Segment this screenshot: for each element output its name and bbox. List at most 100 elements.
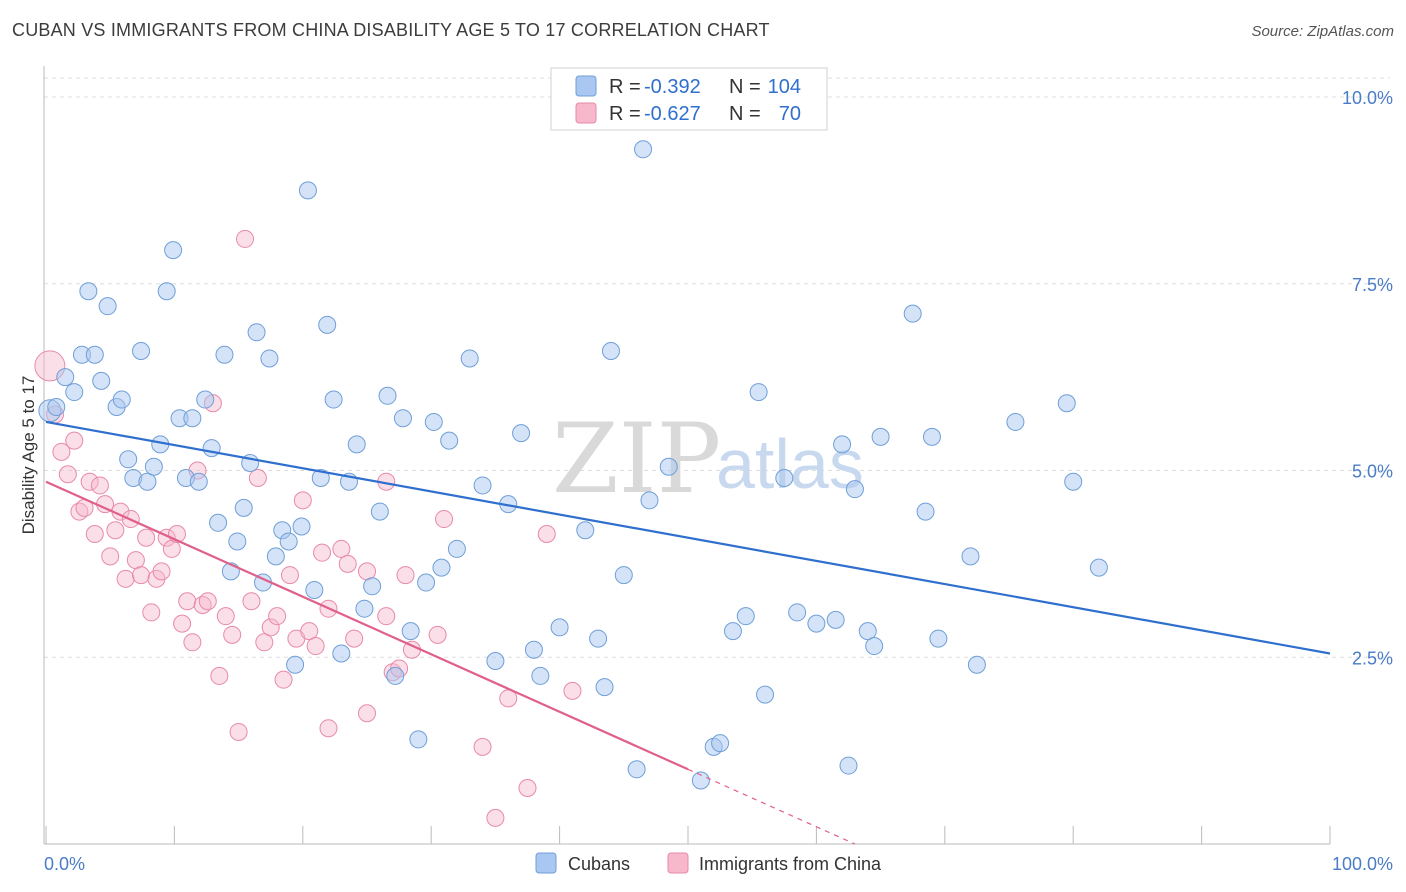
cubans-point [164, 241, 183, 260]
china-point [486, 808, 505, 827]
cubans-point [292, 517, 311, 536]
cubans-point [627, 760, 646, 779]
cubans-point [189, 472, 208, 491]
source-credit: Source: ZipAtlas.com [1251, 23, 1394, 40]
cubans-point [659, 457, 678, 476]
china-point [137, 528, 156, 547]
cubans-point [305, 581, 324, 600]
cubans-points [38, 140, 1108, 790]
cubans-point [929, 629, 948, 648]
cubans-point [634, 140, 653, 159]
china-point [90, 476, 109, 495]
cubans-point [1057, 394, 1076, 413]
cubans-point [589, 629, 608, 648]
cubans-point [157, 282, 176, 301]
bottom-legend-swatch-cubans [535, 852, 557, 874]
china-point [473, 737, 492, 756]
china-point [58, 465, 77, 484]
cubans-point [601, 341, 620, 360]
legend-r-label-2: R = [609, 103, 641, 125]
china-point [428, 625, 447, 644]
cubans-point [576, 521, 595, 540]
y-tick-label-2: 7.5% [1352, 275, 1393, 295]
china-point [280, 566, 299, 585]
china-point [242, 592, 261, 611]
china-point [142, 603, 161, 622]
cubans-point [417, 573, 436, 592]
china-point [101, 547, 120, 566]
legend-r-value-1: -0.392 [644, 76, 701, 98]
china-point [236, 229, 255, 248]
china-point [537, 524, 556, 543]
cubans-point [144, 457, 163, 476]
cubans-point [85, 345, 104, 364]
china-point [358, 562, 376, 581]
china-point [345, 629, 364, 648]
cubans-point [363, 577, 382, 596]
cubans-point [440, 431, 459, 450]
cubans-point [961, 547, 980, 566]
china-trend-line-extension [687, 768, 856, 845]
china-trend-line [45, 480, 689, 771]
cubans-point [401, 622, 420, 641]
cubans-point [65, 383, 84, 402]
china-point [85, 524, 104, 543]
axes [43, 66, 1331, 845]
china-point [518, 778, 537, 797]
cubans-point [473, 476, 492, 495]
legend-box [550, 67, 828, 131]
legend-swatch-cubans [575, 75, 597, 97]
bottom-legend-swatch-china [667, 852, 689, 874]
cubans-point [807, 614, 826, 633]
cubans-point [486, 651, 505, 670]
cubans-point [98, 297, 117, 316]
cubans-point [756, 685, 775, 704]
cubans-point [858, 622, 877, 641]
cubans-point [839, 756, 858, 775]
cubans-point [355, 599, 374, 618]
cubans-point [286, 655, 305, 674]
legend-n-value-2: 70 [779, 103, 801, 125]
china-point [198, 592, 217, 611]
cubans-point [370, 502, 389, 521]
china-point [216, 607, 235, 626]
cubans-trend-line [45, 420, 1331, 655]
x-tick-label-1: 100.0% [1332, 854, 1393, 874]
china-point [65, 431, 84, 450]
cubans-point [424, 412, 443, 431]
china-point [178, 592, 197, 611]
china-point [261, 618, 280, 637]
china-point [358, 704, 376, 723]
china-point [248, 468, 267, 487]
china-point [268, 607, 287, 626]
cubans-point [332, 644, 351, 663]
watermark: ZIP atlas [552, 403, 864, 515]
cubans-point [386, 666, 405, 685]
regression-lines [45, 420, 1331, 845]
y-tick-label-0: 2.5% [1352, 648, 1393, 668]
china-point [223, 625, 242, 644]
cubans-point [347, 435, 366, 454]
cubans-point [432, 558, 451, 577]
cubans-point [209, 513, 228, 532]
china-point [396, 566, 415, 585]
cubans-point [845, 480, 864, 499]
watermark-zip: ZIP [552, 403, 721, 515]
china-point [183, 633, 202, 652]
cubans-point [324, 390, 343, 409]
cubans-point [228, 532, 247, 551]
cubans-point [196, 390, 215, 409]
cubans-point [56, 368, 75, 387]
cubans-point [393, 409, 412, 428]
cubans-point [903, 304, 922, 323]
china-point [106, 521, 125, 540]
y-tick-label-1: 5.0% [1352, 462, 1393, 482]
cubans-point [79, 282, 98, 301]
legend-swatch-china [575, 102, 597, 124]
cubans-point [550, 618, 569, 637]
china-point [300, 622, 319, 641]
china-point [377, 607, 396, 626]
china-point [306, 637, 325, 656]
cubans-point [524, 640, 543, 659]
